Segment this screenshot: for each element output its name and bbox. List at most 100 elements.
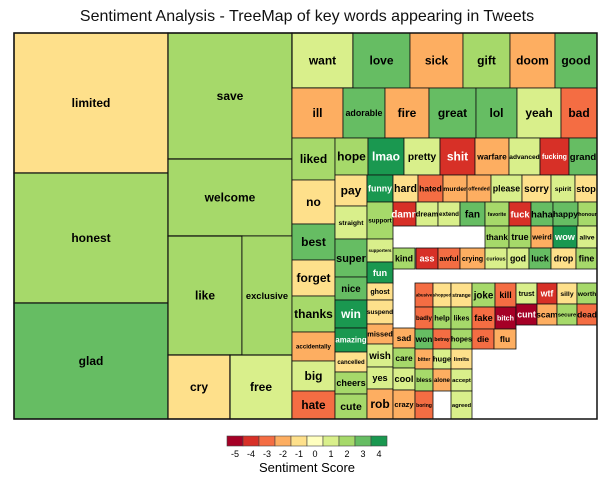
treemap-cell-alone: alone [432,368,452,392]
treemap-cell-limited: limited [13,32,169,174]
treemap-cell-grand: grand [568,137,598,176]
treemap-cell-dead: dead [576,303,598,326]
treemap-cell-label: please [493,184,520,194]
treemap-cell-label: love [369,54,393,68]
legend-swatch [338,435,356,447]
treemap-cell-label: bad [568,106,589,120]
treemap-cell-pretty: pretty [403,137,441,176]
treemap-cell-huge: huge [432,348,452,370]
treemap-cell-label: stop [576,184,596,194]
treemap-cell-label: save [217,89,244,103]
treemap-cell-liked: liked [291,137,336,181]
treemap-cell-label: no [306,195,321,209]
treemap-cell-label: agreed [452,403,472,409]
treemap-cell-label: bitter [418,357,431,363]
treemap-cell-rect [367,137,405,176]
treemap-cell-rect [366,299,394,325]
treemap-cell-accept: accept [450,368,473,392]
treemap-cell-label: honest [71,231,110,245]
treemap-cell-ghost: ghost [366,282,394,301]
treemap-cell-label: support [368,218,392,225]
treemap-cell-want: want [291,32,354,89]
treemap-cell-fake: fake [471,306,496,330]
treemap-cell-rect [439,137,476,176]
treemap-cell-honest: honest [13,172,169,304]
treemap-cell-label: shit [447,150,468,164]
treemap-cell-rect [392,247,416,270]
legend-swatch [306,435,324,447]
treemap-cell-sick: sick [409,32,464,89]
treemap-cell-label: cute [340,401,362,413]
treemap-cell-label: bitch [497,314,514,322]
treemap-cell-label: secure [558,312,576,318]
treemap-cell-curious: curious [484,247,508,270]
treemap-cell-rect [291,259,336,297]
treemap-cell-label: missed [367,330,393,339]
treemap-cell-label: hopes [451,335,472,343]
treemap-cell-care: care [392,347,416,369]
treemap-cell-label: extend [439,211,459,218]
treemap-cell-ass: ass [415,247,439,270]
treemap-cell-label: trust [519,290,535,298]
treemap-cell-spirit: spirit [550,174,576,203]
treemap-cell-amazing: amazing [334,327,368,353]
treemap-cell-rect [352,32,411,89]
treemap-cell-label: crazy [394,400,414,409]
treemap-cell-label: die [477,334,489,344]
treemap-cell-label: abusive [416,293,433,298]
treemap-cell-label: thanks [294,307,333,321]
legend-tick-label: 1 [328,449,333,459]
treemap-cell-thanks: thanks [291,295,336,333]
treemap-cell-rect [508,137,541,176]
treemap-cell-label: fake [474,313,492,323]
treemap-cell-crazy: crazy [392,389,416,420]
treemap-cell-rect [291,390,336,420]
treemap-cell-label: win [340,307,361,321]
treemap-cell-rect [493,328,517,350]
treemap-cell-love: love [352,32,411,89]
treemap-cell-super: super [334,238,368,278]
treemap-cell-label: help [434,314,450,323]
treemap-cell-gift: gift [462,32,511,89]
treemap-cell-label: spirit [555,186,572,193]
treemap-cell-abusive: abusive [414,282,434,308]
chart-title: Sentiment Analysis - TreeMap of key word… [79,8,535,25]
treemap-cell-advanced: advanced [508,137,541,176]
treemap-cell-awful: awful [437,247,461,270]
treemap-cell-label: pretty [408,152,437,163]
treemap-cell-badly: badly [414,306,434,330]
treemap-cell-shopped: shopped [432,282,451,308]
treemap-cell-sad: sad [392,327,416,349]
treemap-cell-silly: silly [556,282,578,305]
legend-swatch [322,435,340,447]
treemap-cell-label: limited [72,96,111,110]
legend-swatch [258,435,276,447]
treemap-cell-fan: fan [459,201,486,227]
treemap-cell-rect [560,87,598,139]
treemap-cell-stop: stop [574,174,598,203]
legend-title: Sentiment Score [259,460,355,475]
treemap-cell-label: cancelled [337,360,365,366]
treemap-cell-free: free [229,354,293,420]
treemap-cell-betray: betray [432,328,452,350]
treemap-cell-rect [428,87,477,139]
treemap-cell-label: huge [433,355,451,364]
treemap-cell-like: like [167,235,243,356]
legend-swatch [370,435,388,447]
treemap-cell-cancelled: cancelled [334,351,368,373]
treemap-cell-label: straight [339,220,365,227]
treemap-cell-rect [552,201,579,227]
treemap-cell-rect [229,354,293,420]
treemap-cell-label: fire [398,106,417,120]
treemap-cell-label: fucking [542,154,567,161]
treemap-cell-label: god [510,254,526,264]
treemap-cell-label: rob [370,397,389,411]
treemap-cell-rect [474,137,510,176]
treemap-cell-hope: hope [334,137,369,176]
treemap-cell-likes: likes [450,306,473,330]
treemap-cell-label: ill [312,106,322,120]
treemap-cell-honour: honour [577,201,598,227]
treemap-cell-best: best [291,223,336,261]
treemap-cell-rect [167,32,293,160]
treemap-cell-kill: kill [494,282,517,308]
